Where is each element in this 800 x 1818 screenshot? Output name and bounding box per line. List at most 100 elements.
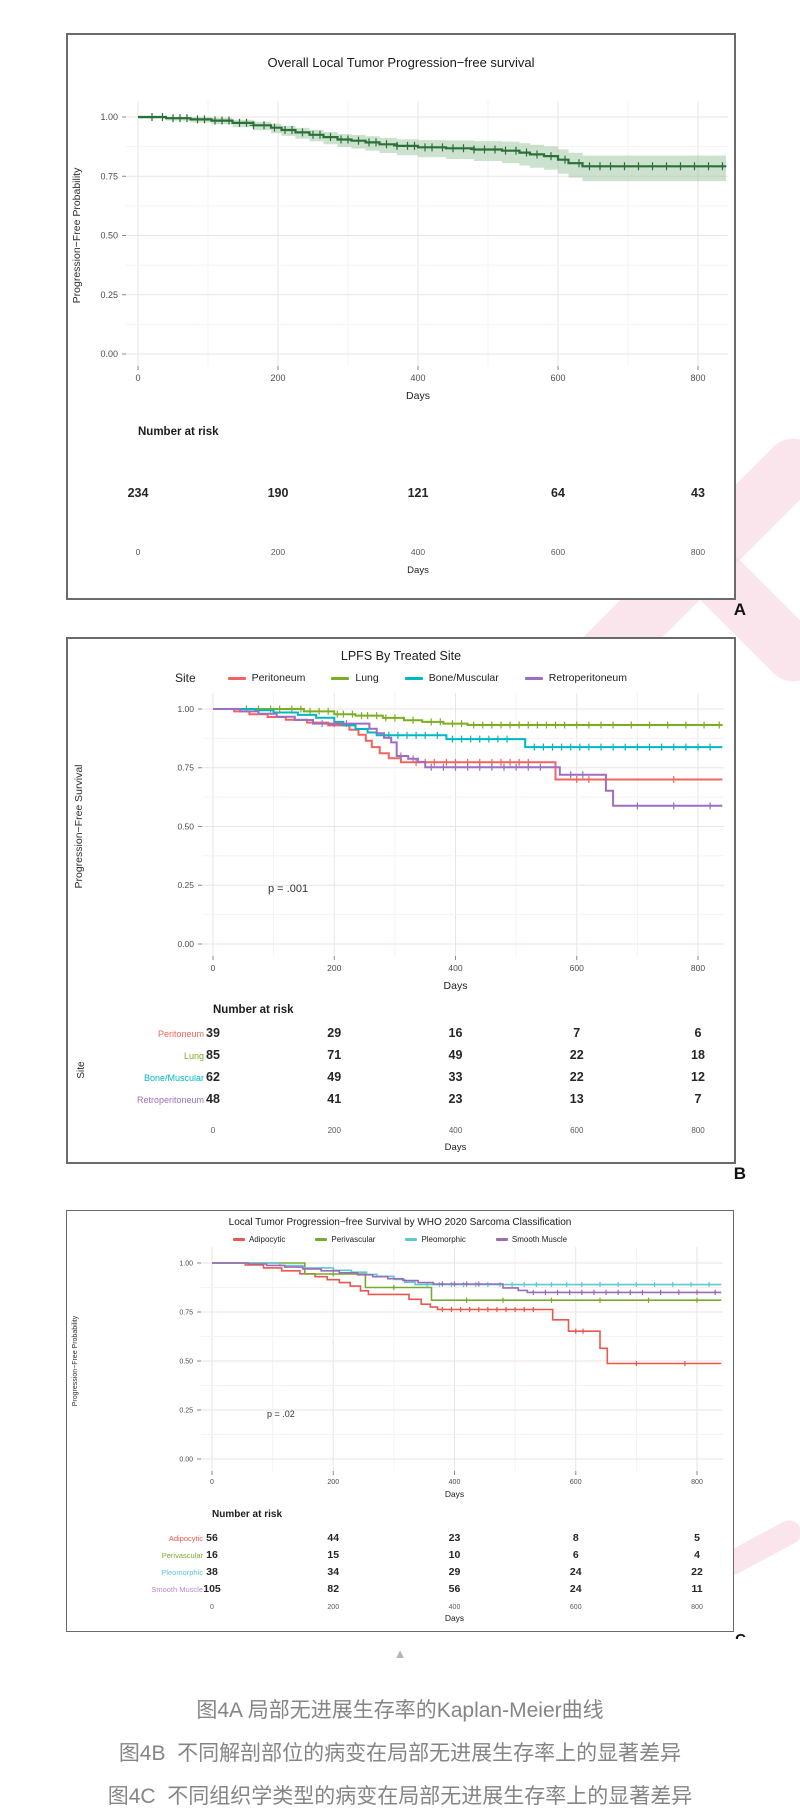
risk-value: 71 (327, 1048, 341, 1062)
panel-a-km-plot: 0 200 400 600 800 1.00 0.75 0.50 0.25 0.00 Days Pro… (71, 101, 728, 576)
risk-value: 33 (449, 1070, 463, 1084)
risk-value: 23 (449, 1092, 463, 1106)
km-curve-retroperitoneum (213, 708, 723, 810)
risk-row-label: Adipocytic (169, 1534, 203, 1543)
panel-b: LPFS By Treated Site Site Peritoneum Lung B… (66, 637, 736, 1164)
legend-swatch-icon (405, 1238, 418, 1241)
risk-value: 105 (203, 1583, 221, 1595)
svg-text:600: 600 (550, 373, 565, 383)
svg-text:800: 800 (691, 963, 705, 973)
svg-text:400: 400 (449, 1604, 461, 1611)
risk-value: 190 (268, 486, 289, 500)
svg-text:0.25: 0.25 (179, 1407, 193, 1414)
risk-value: 85 (206, 1048, 220, 1062)
plot-grid (126, 101, 728, 366)
svg-text:400: 400 (449, 1126, 463, 1135)
legend-swatch-icon (315, 1238, 328, 1241)
risk-value: 44 (327, 1532, 339, 1544)
panel-a: Overall Local Tumor Progression−free sur… (66, 33, 736, 600)
risk-value: 29 (449, 1566, 461, 1578)
plot-grid (201, 1247, 723, 1471)
svg-text:Days: Days (406, 390, 430, 402)
svg-text:800: 800 (691, 1126, 705, 1135)
svg-text:Days: Days (445, 1142, 467, 1153)
panel-a-title: Overall Local Tumor Progression−free sur… (267, 55, 535, 70)
svg-text:200: 200 (327, 963, 341, 973)
svg-text:0.00: 0.00 (179, 1456, 193, 1463)
legend-label: Peritoneum (251, 672, 306, 684)
legend-label: Retroperitoneum (548, 672, 627, 684)
legend-title: Site (174, 671, 196, 685)
risk-value: 5 (694, 1532, 700, 1544)
svg-text:0.00: 0.00 (177, 939, 194, 949)
risk-table-axis: 0 200 400 600 800 Days (211, 1126, 705, 1153)
svg-text:200: 200 (327, 1479, 339, 1486)
risk-row-label: Bone/Muscular (144, 1073, 204, 1083)
svg-text:200: 200 (270, 373, 285, 383)
legend-item-perivascular: Perivascular (315, 1235, 375, 1244)
risk-value: 7 (695, 1092, 702, 1106)
risk-table: Number at risk 234 190 121 64 43 (128, 426, 705, 500)
p-value-label: p = .001 (268, 883, 308, 895)
km-curve-smooth-muscle (212, 1262, 722, 1295)
svg-text:Days: Days (444, 980, 468, 992)
legend-swatch-icon (227, 676, 246, 680)
risk-table-title: Number at risk (213, 1004, 294, 1016)
risk-value: 16 (449, 1026, 463, 1040)
panel-b-km-plot: 0 200 400 600 800 1.00 0.75 0.50 0.25 0.00 Days Pro… (73, 693, 724, 1153)
risk-value: 48 (206, 1092, 220, 1106)
risk-value: 39 (206, 1026, 220, 1040)
plot-axes: 0 200 400 600 800 1.00 0.75 0.50 0.25 0.00 Days Pro… (72, 1260, 703, 1499)
risk-value: 41 (327, 1092, 341, 1106)
panel-b-title: LPFS By Treated Site (340, 649, 462, 663)
risk-value: 6 (695, 1026, 702, 1040)
p-value-label: p = .02 (267, 1409, 295, 1419)
risk-value: 121 (408, 486, 429, 500)
risk-value: 82 (327, 1583, 339, 1595)
caption-line-b: 图4B 不同解剖部位的病变在局部无进展生存率上的显著差异 (118, 1742, 682, 1765)
risk-value: 234 (128, 486, 149, 500)
km-curve-peritoneum (213, 708, 723, 783)
collapse-arrow-icon[interactable]: ▲ (393, 1646, 407, 1661)
panel-a-letter: A (733, 600, 746, 619)
svg-text:800: 800 (691, 1479, 703, 1486)
plot-grid (202, 693, 724, 956)
risk-value: 24 (570, 1566, 582, 1578)
km-curve-adipocytic (212, 1262, 722, 1367)
risk-value: 12 (691, 1070, 705, 1084)
legend-swatch-icon (524, 676, 543, 680)
svg-text:200: 200 (271, 547, 285, 557)
risk-table-axis: 0 200 400 600 800 Days (210, 1604, 703, 1623)
legend-swatch-icon (331, 676, 350, 680)
risk-value: 56 (206, 1532, 218, 1544)
svg-text:Days: Days (407, 565, 429, 576)
km-curve-overall (138, 113, 727, 186)
svg-text:400: 400 (411, 547, 425, 557)
svg-text:0: 0 (210, 1479, 214, 1486)
panel-c-legend: Adipocytic Perivascular Pleomorphic Smooth … (67, 1235, 733, 1244)
svg-text:1.00: 1.00 (177, 704, 194, 714)
risk-value: 56 (449, 1583, 461, 1595)
legend-swatch-icon (495, 1238, 508, 1241)
risk-row-label: Perivascular (162, 1551, 204, 1560)
legend-item-peritoneum: Peritoneum (227, 672, 306, 684)
risk-row-label: Pleomorphic (161, 1568, 203, 1577)
svg-text:0.25: 0.25 (100, 290, 118, 300)
svg-text:0: 0 (210, 1604, 214, 1611)
svg-text:0.75: 0.75 (179, 1309, 193, 1316)
legend-label: Pleomorphic (421, 1235, 466, 1244)
risk-value: 10 (449, 1549, 461, 1561)
risk-value: 11 (691, 1583, 702, 1595)
svg-text:400: 400 (449, 1479, 461, 1486)
risk-value: 34 (327, 1566, 339, 1578)
legend-label: Smooth Muscle (511, 1235, 568, 1244)
svg-text:800: 800 (690, 373, 705, 383)
legend-item-lung: Lung (331, 672, 379, 684)
svg-text:800: 800 (691, 547, 705, 557)
svg-text:600: 600 (570, 963, 584, 973)
risk-value: 16 (206, 1549, 218, 1561)
legend-swatch-icon (404, 676, 423, 680)
plot-axes: 0 200 400 600 800 1.00 0.75 0.50 0.25 0.00 Days Pro… (73, 704, 705, 992)
